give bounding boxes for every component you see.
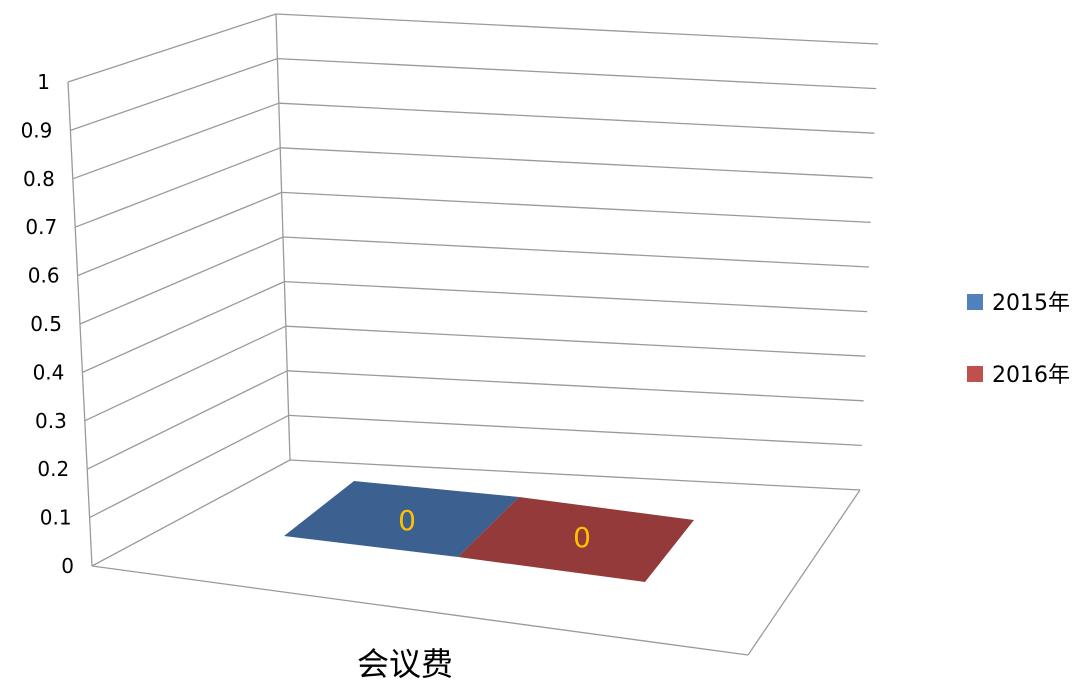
gridline-side <box>86 370 288 470</box>
gridline-side <box>89 414 289 519</box>
y-tick-label: 0.3 <box>35 409 67 433</box>
data-label: 0 <box>398 504 416 537</box>
gridline-back <box>287 370 864 402</box>
floor-front-edge <box>91 565 749 656</box>
gridline-side <box>72 102 280 180</box>
gridline-back <box>278 102 875 134</box>
y-tick-label: 1 <box>37 70 50 94</box>
y-tick-label: 0.1 <box>40 506 72 530</box>
legend-swatch-2 <box>967 366 983 382</box>
y-tick-label: 0.5 <box>30 312 62 336</box>
legend-label: 2015年 <box>992 291 1070 316</box>
gridline-back <box>284 280 868 313</box>
x-category-label: 会议费 <box>357 645 453 681</box>
gridline-side <box>70 57 278 132</box>
y-tick-label: 0.4 <box>33 360 65 384</box>
gridline-back <box>282 236 870 268</box>
y-tick-label: 0 <box>61 554 74 578</box>
bar-2 <box>458 497 694 582</box>
y-tick-label: 0.6 <box>28 264 60 288</box>
gridline-back <box>289 459 861 491</box>
gridline-side <box>91 459 291 567</box>
y-tick-label: 0.2 <box>37 457 69 481</box>
gridline-back <box>280 147 873 179</box>
gridline-side <box>74 147 281 228</box>
gridline-back <box>281 191 871 224</box>
legend-label: 2016年 <box>992 363 1070 388</box>
gridline-side <box>84 325 287 422</box>
data-label: 0 <box>573 521 591 554</box>
gridline-side <box>67 13 277 83</box>
axis-back-edge <box>275 13 291 461</box>
y-tick-label: 0.9 <box>21 118 53 142</box>
gridline-side <box>79 236 284 325</box>
floor-right-edge <box>747 489 861 656</box>
gridline-back <box>285 325 866 357</box>
gridline-side <box>77 191 282 277</box>
gridline-back <box>275 13 879 45</box>
gridline-back <box>277 57 877 90</box>
axis-left-edge <box>67 81 93 567</box>
y-tick-label: 0.8 <box>23 167 55 191</box>
gridline-back <box>288 414 862 447</box>
gridline-side <box>82 281 285 373</box>
y-tick-label: 0.7 <box>25 215 57 239</box>
bar-1 <box>284 481 519 557</box>
legend-swatch-1 <box>967 294 983 310</box>
